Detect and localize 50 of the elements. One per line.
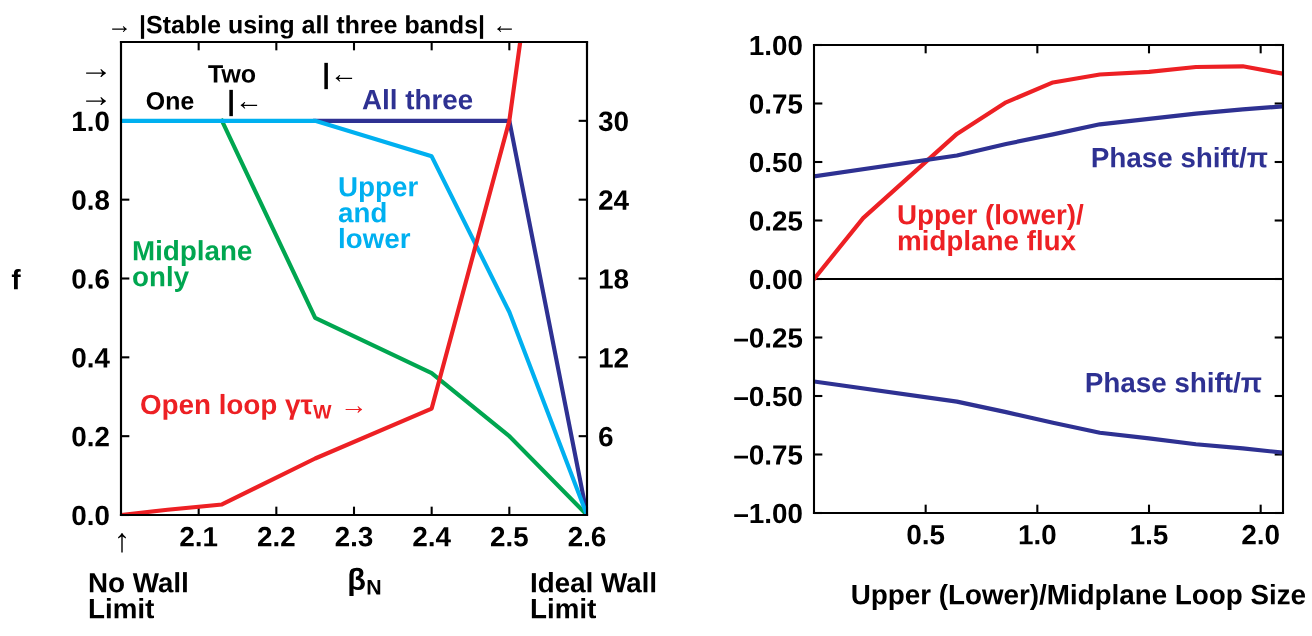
y-tick-label: 0.8 xyxy=(72,190,110,211)
y2-tick-label: 30 xyxy=(598,111,628,132)
series-label: Open loop γτ$_{W}$ → xyxy=(141,393,363,420)
y-tick-label: –1.00 xyxy=(734,503,802,524)
text: Ideal Wall Limit xyxy=(531,572,656,619)
x-tick-label: 2.0 xyxy=(1242,524,1279,545)
x-tick-label: 2.6 xyxy=(568,526,606,547)
series-label: Phase shift/π xyxy=(1092,147,1268,168)
x-tick-label: 0.5 xyxy=(907,524,945,545)
x-axis-title: β$_{N}$ xyxy=(349,567,381,597)
series-label: All three xyxy=(362,89,473,110)
x-tick-label: 2.5 xyxy=(490,526,528,547)
series-label: Upper (lower)/ midplane flux xyxy=(898,204,1084,256)
y-axis-title: f xyxy=(11,269,21,290)
x-tick-label: 2.4 xyxy=(413,526,451,547)
y-tick-label: 0.6 xyxy=(72,269,109,289)
y2-tick-label: 24 xyxy=(599,190,629,210)
y-tick-label: –0.50 xyxy=(734,386,802,407)
x-axis-title: Upper (Lower)/Midplane Loop Size xyxy=(852,584,1306,610)
y-tick-label: –0.75 xyxy=(734,445,803,465)
series-label: Midplane only xyxy=(133,240,252,292)
text: No Wall Limit xyxy=(89,572,187,619)
annotation: |← xyxy=(229,89,258,117)
y2-tick-label: 12 xyxy=(599,348,628,368)
annotation: Two xyxy=(208,65,256,83)
y-tick-label: 0.00 xyxy=(749,269,802,290)
x-tick-label: 1.5 xyxy=(1131,525,1168,545)
x-tick-label: 2.2 xyxy=(257,526,295,547)
y-tick-label: 1.00 xyxy=(750,35,802,56)
series-label: Upper and lower xyxy=(338,177,418,249)
y-tick-label: –0.25 xyxy=(734,328,803,348)
y-tick-label: 0.25 xyxy=(749,211,803,231)
y2-tick-label: 18 xyxy=(599,269,629,289)
y-tick-label: 0.0 xyxy=(72,505,109,526)
text: → |Stable using all three bands| ← xyxy=(112,15,512,39)
x-tick-label: 2.1 xyxy=(180,526,218,547)
annotation: One xyxy=(146,92,194,110)
x-tick-label: 2.3 xyxy=(335,526,373,547)
text: ↑ xyxy=(118,532,126,553)
text: → xyxy=(86,97,106,105)
y-tick-label: 1.0 xyxy=(73,111,109,132)
y2-tick-label: 6 xyxy=(599,426,613,447)
y-tick-label: 0.50 xyxy=(749,152,802,173)
y-tick-label: 0.2 xyxy=(72,426,109,447)
text: → xyxy=(86,69,106,77)
y-tick-label: 0.75 xyxy=(749,94,803,114)
annotation: |← xyxy=(324,62,353,90)
x-tick-label: 1.0 xyxy=(1019,524,1056,545)
series-label: Phase shift/π xyxy=(1086,372,1262,393)
y-tick-label: 0.4 xyxy=(72,348,110,368)
